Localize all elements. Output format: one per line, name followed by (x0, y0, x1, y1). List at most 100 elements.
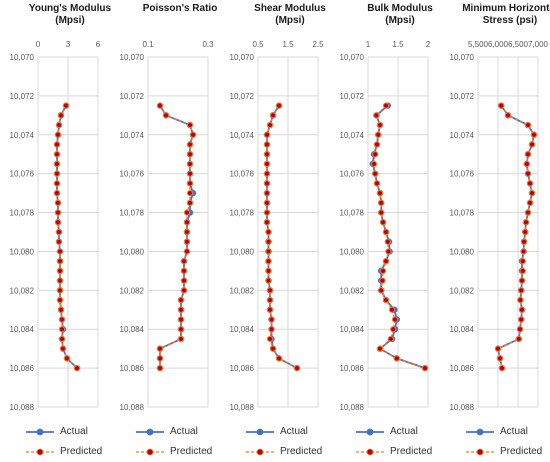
series-line-predicted (373, 105, 426, 369)
legend-label: Predicted (390, 446, 433, 457)
y-tick-label: 10,082 (230, 286, 255, 295)
y-tick-label: 10,082 (340, 286, 365, 295)
data-point-predicted (56, 258, 64, 265)
data-point-predicted (393, 355, 400, 362)
data-point-predicted (58, 316, 66, 323)
legend-swatch (26, 448, 54, 456)
data-point-predicted (183, 238, 191, 245)
y-tick-label: 10,084 (230, 325, 255, 334)
data-point-predicted (265, 228, 272, 236)
y-tick-label: 10,072 (120, 92, 145, 101)
data-point-predicted (524, 209, 532, 216)
data-point-predicted (293, 365, 301, 372)
data-point-predicted (390, 326, 397, 333)
chart-title-text: Minimum Horizontal Stress (psi) (462, 3, 550, 26)
legend-swatch (26, 428, 54, 436)
data-point-predicted (186, 170, 194, 177)
legend-label: Predicted (280, 446, 323, 457)
y-tick-label: 10,086 (230, 364, 255, 373)
data-point-predicted (156, 345, 164, 352)
y-tick-label: 10,088 (10, 403, 35, 412)
data-point-predicted (265, 267, 272, 274)
data-point-predicted (73, 365, 81, 372)
data-point-predicted (59, 345, 67, 352)
y-tick-label: 10,072 (340, 92, 365, 101)
data-point-predicted (53, 190, 61, 197)
data-point-predicted (528, 190, 536, 197)
y-tick-label: 10,088 (450, 403, 475, 412)
y-tick-label: 10,084 (340, 325, 365, 334)
legend-swatch (466, 428, 494, 436)
y-tick-label: 10,082 (450, 286, 475, 295)
data-point-predicted (177, 335, 185, 343)
data-point-predicted (376, 345, 384, 352)
data-point-predicted (518, 306, 526, 313)
plot-area: 10,070 10,072 10,074 10,076 10,078 10,080 10,0… (10, 40, 101, 412)
data-point-predicted (504, 112, 512, 119)
y-tick-label: 10,080 (230, 247, 255, 256)
y-tick-label: 10,074 (230, 131, 255, 140)
y-tick-label: 10,074 (120, 131, 145, 140)
data-point-predicted (382, 102, 390, 109)
data-point-predicted (382, 296, 390, 304)
data-point-predicted (378, 209, 385, 216)
chart-units-text: (Mpsi) (275, 15, 305, 26)
data-point-predicted (177, 316, 185, 323)
panel-minimum-horizontal-stress-psi: Minimum Horizontal Stress (psi) 10,070 10,… (440, 0, 550, 462)
series-line-predicted (266, 105, 298, 369)
data-point-predicted (177, 296, 185, 304)
data-point-predicted (56, 287, 64, 294)
plot-area: 10,070 10,072 10,074 10,076 10,078 10,080 10,0… (340, 40, 431, 412)
data-point-predicted (53, 151, 61, 158)
data-point-predicted (266, 335, 274, 343)
data-point-predicted (57, 112, 65, 119)
x-tick-label: 2 (426, 40, 431, 49)
data-point-predicted (265, 258, 272, 265)
series-line-predicted (497, 105, 535, 369)
x-tick-label: 1 (366, 40, 371, 49)
x-tick-label: 3 (66, 40, 71, 49)
data-point-predicted (524, 121, 532, 129)
data-point-predicted (55, 121, 63, 129)
data-point-predicted (382, 228, 390, 236)
data-point-predicted (58, 326, 66, 333)
data-point-predicted (57, 306, 65, 313)
data-point-predicted (189, 131, 197, 138)
chart-title-text: Poisson's Ratio (142, 3, 218, 14)
panel-poisson-s-ratio: Poisson's Ratio 10,070 10,072 10,074 10,076 1… (110, 0, 220, 462)
data-point-predicted (55, 228, 63, 236)
y-tick-label: 10,084 (450, 325, 475, 334)
data-point-predicted (266, 287, 274, 294)
data-point-predicted (263, 209, 271, 216)
y-tick-label: 10,078 (10, 209, 35, 218)
plot-area: 10,070 10,072 10,074 10,076 10,078 10,080 10,0… (120, 40, 215, 412)
data-point-predicted (528, 141, 536, 148)
y-tick-label: 10,070 (10, 53, 35, 62)
legend: Actual Predicted (464, 426, 550, 460)
data-point-predicted (376, 190, 384, 197)
data-point-predicted (391, 316, 399, 323)
data-point-predicted (522, 228, 529, 236)
data-point-predicted (263, 160, 271, 168)
y-tick-label: 10,074 (450, 131, 475, 140)
data-point-predicted (530, 131, 538, 138)
data-point-predicted (265, 248, 272, 255)
chart-title-text: Shear Modulus (254, 3, 326, 14)
data-point-predicted (177, 326, 185, 333)
data-point-predicted (519, 267, 526, 274)
y-tick-label: 10,084 (10, 325, 35, 334)
legend-swatch (356, 428, 384, 436)
legend-swatch (466, 448, 494, 456)
x-tick-label: 2.5 (312, 40, 324, 49)
legend: Actual Predicted (134, 426, 220, 460)
y-tick-label: 10,088 (230, 403, 255, 412)
chart-title: Bulk Modulus (Mpsi) (350, 3, 450, 27)
legend-swatch (356, 448, 384, 456)
y-tick-label: 10,074 (10, 131, 35, 140)
x-tick-label: 6 (96, 40, 101, 49)
y-tick-label: 10,086 (340, 364, 365, 373)
data-point-predicted (263, 180, 271, 187)
data-point-predicted (180, 258, 188, 265)
data-point-predicted (263, 199, 271, 206)
